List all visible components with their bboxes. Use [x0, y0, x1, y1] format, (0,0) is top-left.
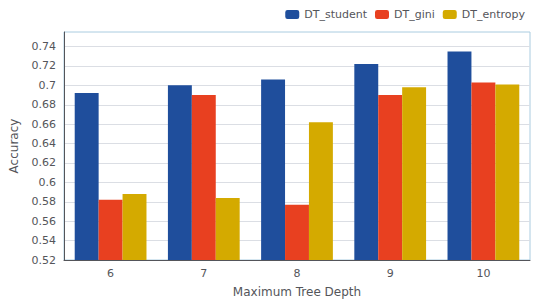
svg-text:9: 9	[387, 267, 394, 280]
svg-text:0.62: 0.62	[32, 156, 57, 169]
svg-text:6: 6	[107, 267, 114, 280]
svg-text:0.56: 0.56	[32, 215, 57, 228]
svg-text:0.64: 0.64	[32, 137, 57, 150]
svg-text:8: 8	[294, 267, 301, 280]
svg-text:0.6: 0.6	[39, 176, 57, 189]
svg-text:7: 7	[200, 267, 207, 280]
svg-text:0.72: 0.72	[32, 59, 57, 72]
svg-text:0.66: 0.66	[32, 118, 57, 131]
svg-text:0.58: 0.58	[32, 195, 57, 208]
svg-text:Accuracy: Accuracy	[7, 119, 21, 174]
svg-text:DT_entropy: DT_entropy	[462, 8, 526, 21]
svg-text:DT_gini: DT_gini	[394, 8, 435, 21]
svg-text:0.52: 0.52	[32, 254, 57, 267]
svg-text:10: 10	[476, 267, 490, 280]
svg-text:0.7: 0.7	[39, 79, 57, 92]
svg-text:0.74: 0.74	[32, 40, 57, 53]
svg-text:0.68: 0.68	[32, 98, 57, 111]
svg-text:Maximum Tree Depth: Maximum Tree Depth	[233, 285, 361, 299]
svg-text:0.54: 0.54	[32, 234, 57, 247]
svg-text:DT_student: DT_student	[304, 8, 367, 21]
